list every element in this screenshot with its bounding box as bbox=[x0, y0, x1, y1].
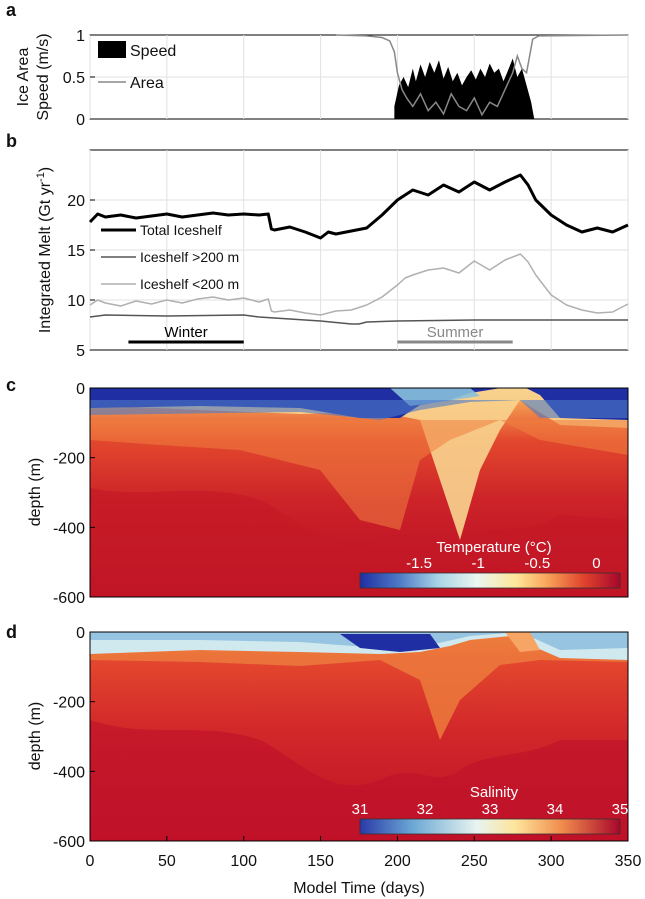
panel-c: 0 -200 -400 -600 depth (m) Temperature (°C)… bbox=[27, 381, 629, 607]
colorbar-tick-label: 34 bbox=[547, 801, 564, 818]
panel-b-season-annotations: Winter Summer bbox=[128, 324, 513, 344]
y-tick-label: 15 bbox=[67, 243, 85, 260]
colorbar-tick-label: 35 bbox=[612, 801, 629, 818]
panel-a-series bbox=[335, 34, 629, 119]
panel-c-frame bbox=[89, 387, 629, 598]
panel-a-ylabel-line2: Speed (m/s) bbox=[35, 33, 52, 120]
panel-label-b: b bbox=[6, 131, 17, 151]
legend-label-area: Area bbox=[130, 75, 164, 92]
y-tick-label: -200 bbox=[53, 451, 85, 468]
panel-d-frame bbox=[89, 631, 629, 842]
panel-d-y-ticks: 0 -200 -400 -600 bbox=[53, 625, 95, 851]
panel-label-a: a bbox=[6, 0, 17, 20]
temperature-colorbar: Temperature (°C) -1.5 -1 -0.5 0 bbox=[359, 539, 621, 589]
x-tick-label: 300 bbox=[538, 853, 565, 870]
colorbar-tick-label: -0.5 bbox=[524, 555, 550, 572]
y-tick-label: -600 bbox=[53, 834, 85, 851]
legend-label-speed: Speed bbox=[130, 43, 176, 60]
panel-b-ylabel: Integrated Melt (Gt yr-1) bbox=[35, 167, 54, 333]
y-tick-label: 10 bbox=[67, 293, 85, 310]
panel-c-y-ticks: 0 -200 -400 -600 bbox=[53, 381, 95, 607]
x-tick-label: 250 bbox=[461, 853, 488, 870]
y-tick-label: -400 bbox=[53, 764, 85, 781]
panel-a-y-ticks: 00.51 bbox=[63, 28, 95, 129]
panel-a-legend: Speed Area bbox=[98, 41, 176, 92]
colorbar-tick-label: 31 bbox=[352, 801, 369, 818]
x-tick-label: 150 bbox=[307, 853, 334, 870]
panel-c-ylabel: depth (m) bbox=[27, 458, 44, 526]
y-tick-label: 0.5 bbox=[63, 70, 85, 87]
legend-label-iceshelf-deep: Iceshelf >200 m bbox=[140, 249, 239, 265]
y-tick-label: 1 bbox=[76, 28, 85, 45]
series-iceshelf-shallow bbox=[89, 253, 629, 316]
y-tick-label: 0 bbox=[76, 112, 85, 129]
y-tick-label: -200 bbox=[53, 695, 85, 712]
panel-b-y-ticks: 5 10 15 20 bbox=[67, 193, 95, 360]
y-tick-label: 5 bbox=[76, 343, 85, 360]
season-label-winter: Winter bbox=[164, 324, 207, 341]
series-iceshelf-deep bbox=[89, 314, 628, 325]
temperature-colorbar-gradient bbox=[359, 572, 621, 589]
x-tick-label: 0 bbox=[86, 853, 95, 870]
panel-a-ylabel-line1: Ice Area bbox=[15, 48, 32, 107]
y-tick-label: 0 bbox=[76, 381, 85, 398]
panel-label-c: c bbox=[6, 375, 16, 395]
series-area bbox=[335, 34, 629, 117]
x-tick-label: 350 bbox=[615, 853, 642, 870]
x-tick-label: 100 bbox=[230, 853, 257, 870]
colorbar-tick-label: 0 bbox=[592, 555, 600, 572]
y-tick-label: 20 bbox=[67, 193, 85, 210]
panel-label-d: d bbox=[6, 622, 17, 642]
salinity-heatmap bbox=[90, 632, 628, 841]
x-tick-label: 50 bbox=[158, 853, 176, 870]
salinity-colorbar: Salinity 31 32 33 34 35 bbox=[352, 784, 629, 835]
y-tick-label: -600 bbox=[53, 590, 85, 607]
legend-label-iceshelf-shallow: Iceshelf <200 m bbox=[140, 276, 239, 292]
panel-d-x-ticks: 0 50 100 150 200 250 300 350 bbox=[86, 836, 642, 870]
colorbar-tick-label: 32 bbox=[417, 801, 434, 818]
salinity-colorbar-title: Salinity bbox=[470, 784, 519, 801]
legend-label-total-iceshelf: Total Iceshelf bbox=[140, 222, 222, 238]
x-tick-label: 200 bbox=[384, 853, 411, 870]
colorbar-tick-label: -1 bbox=[472, 555, 485, 572]
colorbar-tick-label: -1.5 bbox=[406, 555, 432, 572]
x-axis-label: Model Time (days) bbox=[293, 880, 425, 897]
y-tick-label: 0 bbox=[76, 625, 85, 642]
temperature-colorbar-title: Temperature (°C) bbox=[436, 539, 551, 556]
panel-d-ylabel: depth (m) bbox=[27, 702, 44, 770]
panel-a: 00.51 Ice Area Speed (m/s) Speed Area bbox=[15, 28, 629, 129]
legend-swatch-speed bbox=[98, 41, 126, 58]
salinity-colorbar-gradient bbox=[359, 818, 621, 835]
panel-b-legend: Total Iceshelf Iceshelf >200 m Iceshelf … bbox=[101, 222, 239, 292]
y-tick-label: -400 bbox=[53, 520, 85, 537]
season-label-summer: Summer bbox=[427, 324, 484, 341]
panel-d: 0 -200 -400 -600 0 50 100 150 200 250 300 350 dept… bbox=[27, 625, 641, 897]
series-total-iceshelf bbox=[88, 173, 629, 240]
panel-b: 5 10 15 20 Winter Summer Integrated Melt (Gt… bbox=[35, 149, 629, 360]
colorbar-tick-label: 33 bbox=[482, 801, 499, 818]
panel-b-series bbox=[88, 173, 629, 325]
temperature-heatmap bbox=[90, 388, 628, 597]
